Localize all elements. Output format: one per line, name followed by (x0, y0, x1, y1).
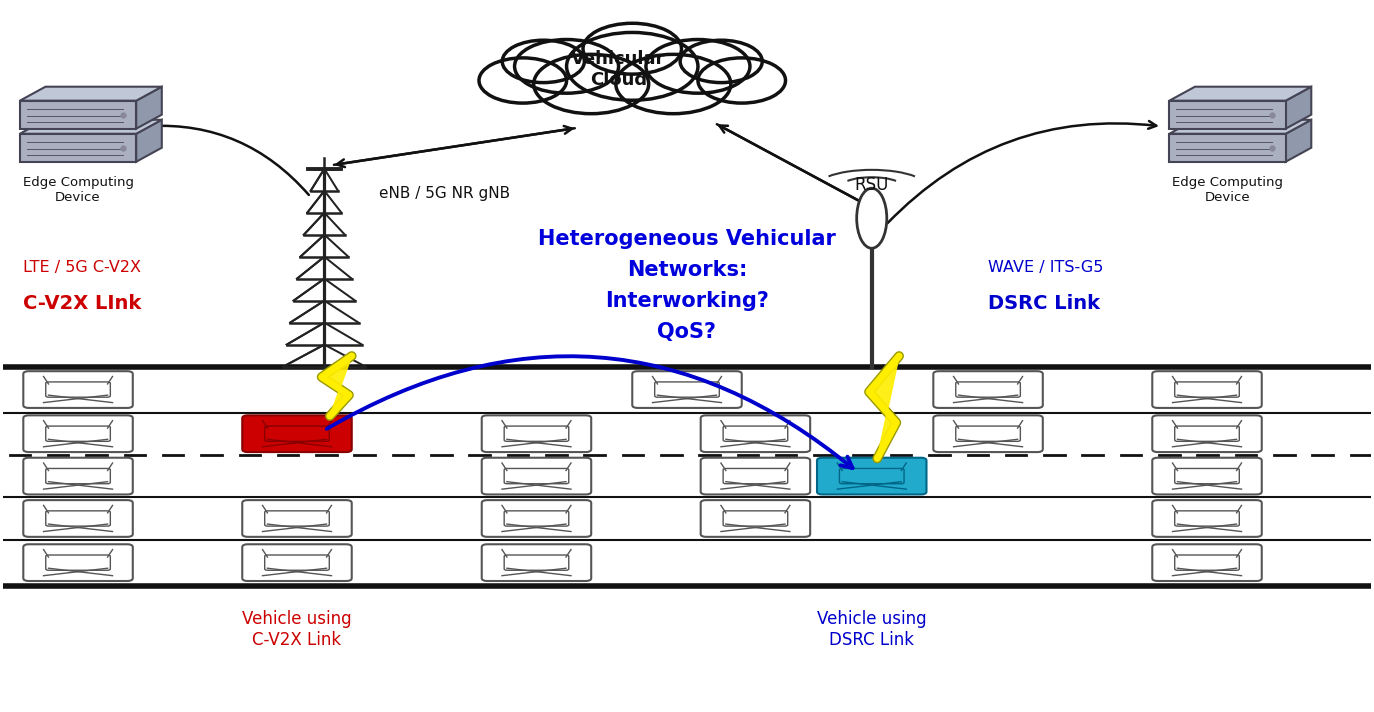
Text: Vehicle using
C-V2X Link: Vehicle using C-V2X Link (242, 610, 352, 649)
FancyBboxPatch shape (956, 382, 1021, 397)
Text: Edge Computing
Device: Edge Computing Device (22, 176, 133, 204)
FancyBboxPatch shape (632, 371, 742, 408)
FancyBboxPatch shape (23, 371, 133, 408)
Text: Vehicular
Cloud: Vehicular Cloud (572, 51, 666, 89)
FancyBboxPatch shape (956, 426, 1021, 441)
FancyBboxPatch shape (242, 500, 352, 537)
FancyBboxPatch shape (1153, 458, 1261, 494)
Circle shape (583, 23, 682, 74)
FancyBboxPatch shape (701, 458, 811, 494)
FancyBboxPatch shape (45, 468, 110, 483)
FancyBboxPatch shape (1169, 134, 1286, 162)
FancyBboxPatch shape (265, 511, 330, 526)
FancyBboxPatch shape (504, 555, 569, 570)
FancyBboxPatch shape (723, 426, 787, 441)
Polygon shape (19, 120, 162, 134)
FancyBboxPatch shape (23, 500, 133, 537)
Circle shape (680, 40, 763, 83)
FancyBboxPatch shape (45, 555, 110, 570)
Polygon shape (136, 87, 162, 129)
FancyBboxPatch shape (1153, 544, 1261, 581)
Text: DSRC Link: DSRC Link (988, 293, 1101, 313)
FancyBboxPatch shape (45, 426, 110, 441)
FancyBboxPatch shape (1153, 415, 1261, 452)
Circle shape (515, 39, 618, 93)
Text: RSU: RSU (855, 176, 889, 194)
Circle shape (566, 33, 698, 100)
FancyBboxPatch shape (45, 382, 110, 397)
FancyBboxPatch shape (1175, 426, 1239, 441)
FancyBboxPatch shape (1175, 511, 1239, 526)
FancyBboxPatch shape (23, 544, 133, 581)
FancyBboxPatch shape (933, 371, 1043, 408)
FancyBboxPatch shape (1175, 382, 1239, 397)
FancyBboxPatch shape (265, 555, 330, 570)
FancyBboxPatch shape (242, 544, 352, 581)
Text: C-V2X LInk: C-V2X LInk (23, 293, 142, 313)
FancyBboxPatch shape (701, 415, 811, 452)
Ellipse shape (856, 188, 886, 248)
FancyBboxPatch shape (265, 426, 330, 441)
FancyBboxPatch shape (242, 415, 352, 452)
Polygon shape (136, 120, 162, 162)
Circle shape (698, 58, 786, 103)
Polygon shape (1169, 120, 1311, 134)
Circle shape (646, 39, 750, 93)
Circle shape (616, 54, 731, 114)
Text: eNB / 5G NR gNB: eNB / 5G NR gNB (379, 186, 510, 201)
FancyBboxPatch shape (723, 468, 787, 483)
FancyBboxPatch shape (504, 511, 569, 526)
Polygon shape (1286, 87, 1311, 129)
FancyBboxPatch shape (1175, 555, 1239, 570)
Text: LTE / 5G C-V2X: LTE / 5G C-V2X (23, 260, 142, 276)
FancyBboxPatch shape (482, 458, 591, 494)
Text: WAVE / ITS-G5: WAVE / ITS-G5 (988, 260, 1103, 276)
FancyBboxPatch shape (482, 544, 591, 581)
FancyBboxPatch shape (723, 511, 787, 526)
Polygon shape (322, 356, 352, 416)
FancyBboxPatch shape (23, 458, 133, 494)
FancyBboxPatch shape (1169, 100, 1286, 129)
FancyBboxPatch shape (654, 382, 720, 397)
Circle shape (480, 58, 566, 103)
FancyBboxPatch shape (504, 468, 569, 483)
FancyBboxPatch shape (504, 426, 569, 441)
Text: Heterogeneous Vehicular
Networks:
Interworking?
QoS?: Heterogeneous Vehicular Networks: Interw… (539, 229, 835, 342)
FancyBboxPatch shape (23, 415, 133, 452)
FancyBboxPatch shape (19, 134, 136, 162)
FancyBboxPatch shape (1153, 371, 1261, 408)
Polygon shape (868, 356, 899, 459)
FancyBboxPatch shape (701, 500, 811, 537)
FancyBboxPatch shape (818, 458, 926, 494)
Polygon shape (1286, 120, 1311, 162)
FancyBboxPatch shape (933, 415, 1043, 452)
Text: Vehicle using
DSRC Link: Vehicle using DSRC Link (818, 610, 926, 649)
FancyBboxPatch shape (840, 468, 904, 483)
FancyBboxPatch shape (482, 415, 591, 452)
Circle shape (533, 54, 649, 114)
FancyBboxPatch shape (1175, 468, 1239, 483)
FancyBboxPatch shape (1153, 500, 1261, 537)
Polygon shape (1169, 87, 1311, 100)
Circle shape (503, 40, 584, 83)
FancyBboxPatch shape (45, 511, 110, 526)
FancyBboxPatch shape (482, 500, 591, 537)
FancyBboxPatch shape (19, 100, 136, 129)
Text: Edge Computing
Device: Edge Computing Device (1172, 176, 1283, 204)
Polygon shape (19, 87, 162, 100)
